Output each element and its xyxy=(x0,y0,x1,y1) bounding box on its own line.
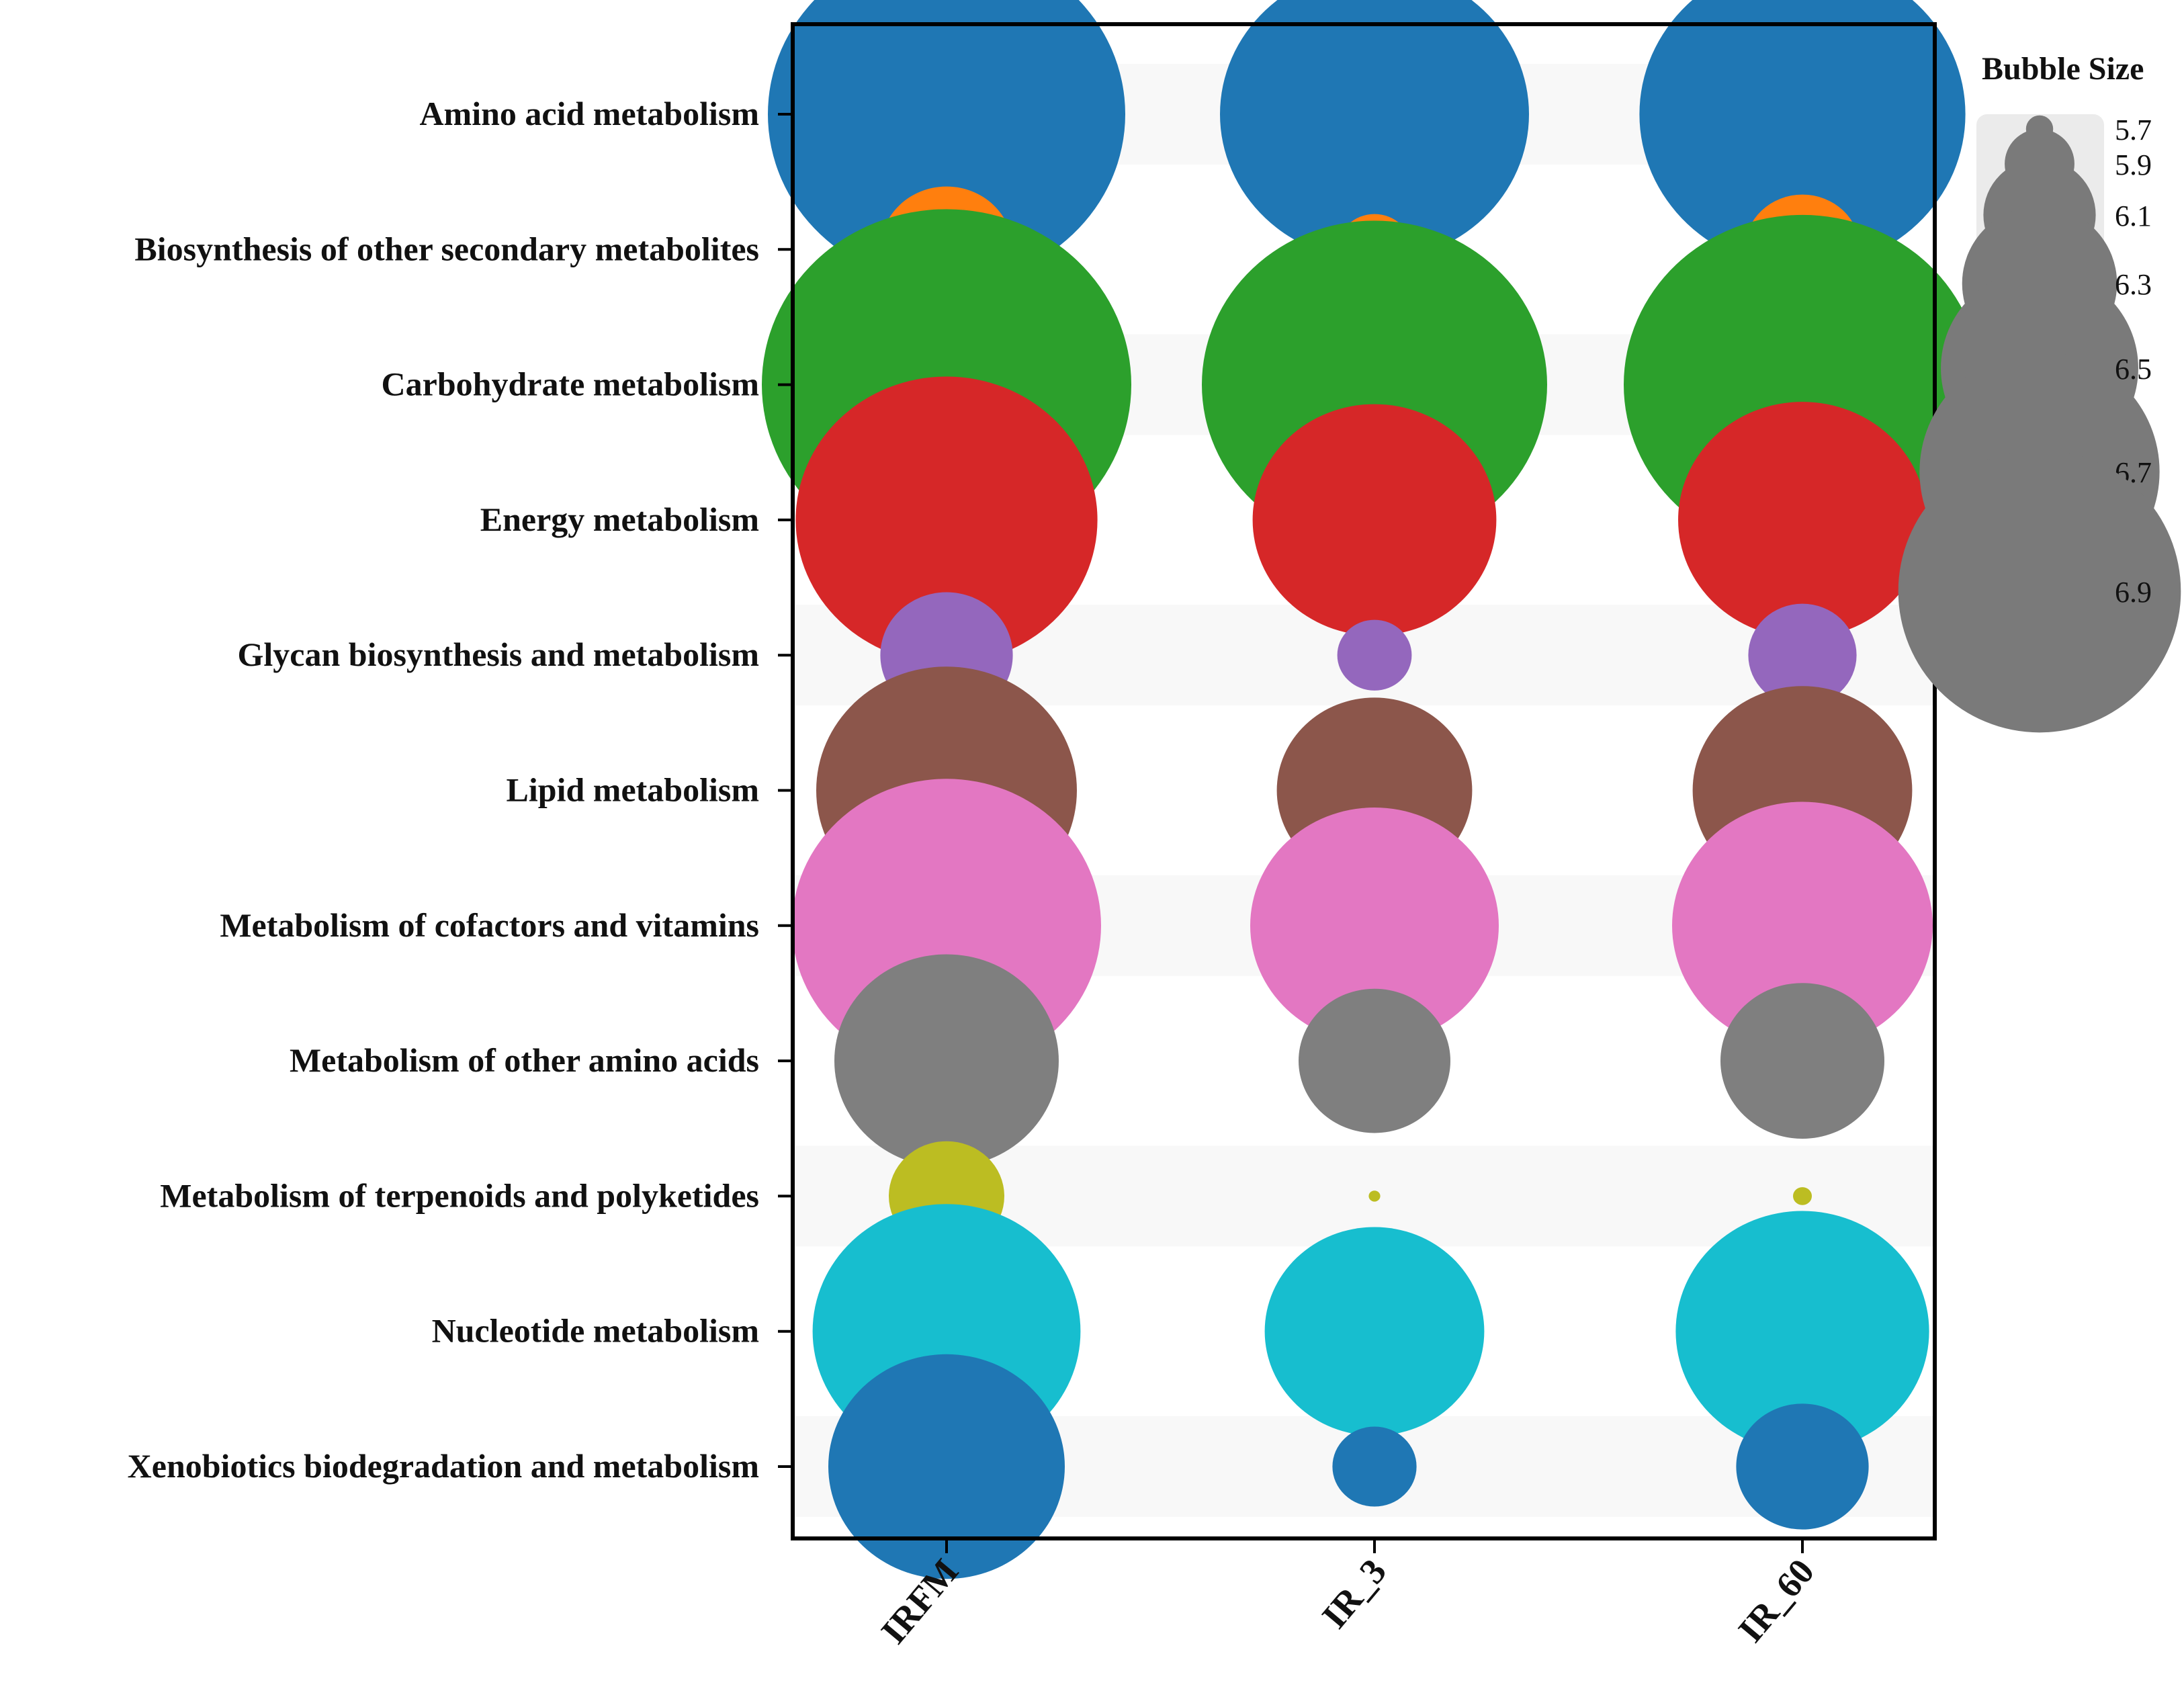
legend-value: 6.3 xyxy=(2115,268,2152,301)
bubble xyxy=(1672,801,1933,1050)
y-tick-label: Metabolism of terpenoids and polyketides xyxy=(160,1176,759,1214)
bubble xyxy=(1264,1227,1485,1436)
bubble xyxy=(1639,0,1966,269)
legend-value: 6.9 xyxy=(2115,576,2152,609)
legend-title: Bubble Size xyxy=(1982,51,2144,87)
bubble xyxy=(1332,1426,1417,1507)
y-tick-label: Xenobiotics biodegradation and metabolis… xyxy=(128,1447,759,1485)
legend-bubble xyxy=(1898,449,2181,733)
bubble xyxy=(1736,1403,1869,1530)
bubble xyxy=(1220,0,1529,261)
y-tick-label: Energy metabolism xyxy=(480,501,759,538)
axes xyxy=(778,22,1937,1553)
y-tick-label: Metabolism of cofactors and vitamins xyxy=(220,906,759,944)
bubble xyxy=(834,954,1059,1168)
y-tick-label: Nucleotide metabolism xyxy=(432,1312,759,1350)
bubble xyxy=(828,1354,1065,1579)
x-tick-labels: IRFM IR_3 IR_60 xyxy=(873,1551,1823,1651)
bubble xyxy=(1748,603,1857,707)
bubble xyxy=(1368,1190,1381,1202)
y-tick-labels: Amino acid metabolism Biosynthesis of oth… xyxy=(128,95,759,1485)
bubble xyxy=(1299,988,1450,1133)
bubble xyxy=(1250,808,1499,1044)
y-tick-label: Glycan biosynthesis and metabolism xyxy=(237,636,759,673)
bubble xyxy=(795,376,1098,664)
y-tick-label: Biosynthesis of other secondary metaboli… xyxy=(134,230,759,267)
bubble xyxy=(1252,404,1497,636)
y-tick-label: Metabolism of other amino acids xyxy=(290,1041,759,1079)
bubble xyxy=(1675,1211,1929,1452)
bubble xyxy=(1720,983,1884,1139)
bubble xyxy=(1793,1187,1812,1205)
legend-value: 6.1 xyxy=(2115,200,2152,232)
y-tick-label: Amino acid metabolism xyxy=(419,95,759,132)
x-tick-label: IR_60 xyxy=(1731,1551,1823,1650)
bubble xyxy=(1337,619,1412,691)
y-tick-label: Carbohydrate metabolism xyxy=(382,365,759,403)
bubble xyxy=(768,0,1125,284)
plot-frame xyxy=(791,22,1937,1540)
bubble-layer xyxy=(762,0,1981,1579)
legend-value: 5.9 xyxy=(2115,148,2152,181)
x-tick-label: IR_3 xyxy=(1314,1551,1394,1636)
y-tick-label: Lipid metabolism xyxy=(507,771,759,809)
bubble xyxy=(1678,402,1927,638)
legend-value: 6.5 xyxy=(2115,353,2152,386)
legend-value: 5.7 xyxy=(2115,114,2152,146)
